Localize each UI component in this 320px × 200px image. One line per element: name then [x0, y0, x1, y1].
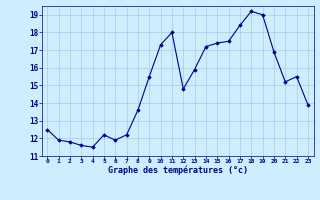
X-axis label: Graphe des températures (°c): Graphe des températures (°c) [108, 166, 248, 175]
